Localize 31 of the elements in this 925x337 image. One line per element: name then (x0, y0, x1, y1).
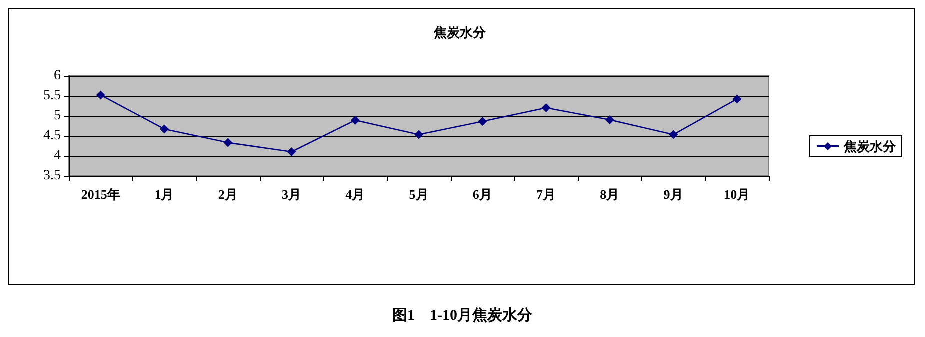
point (478, 117, 488, 126)
x-tick-label: 3月 (282, 187, 302, 202)
y-tick-label: 4.5 (44, 128, 61, 144)
x-tick-label: 8月 (600, 187, 620, 202)
y-tick-label: 3.5 (44, 168, 61, 184)
point (669, 130, 678, 140)
y-tick-label: 5 (54, 108, 61, 124)
x-tick-label: 7月 (536, 187, 556, 202)
y-tick-label: 5.5 (44, 88, 61, 104)
point (542, 104, 551, 112)
x-tick-label: 2015年 (81, 187, 120, 202)
x-tick-label: 2月 (218, 187, 238, 202)
x-tick-label: 1月 (154, 187, 174, 202)
legend-label: 焦炭水分 (843, 139, 897, 154)
chart-title: 焦炭水分 (433, 25, 487, 40)
x-tick-label: 10月 (724, 187, 750, 202)
y-tick-label: 4 (54, 148, 61, 164)
point (287, 148, 296, 156)
caption: 图1 1-10月焦炭水分 (392, 306, 534, 325)
x-tick-label: 4月 (346, 187, 366, 202)
point (96, 90, 106, 100)
point (160, 124, 169, 134)
point (350, 116, 360, 125)
x-tick-label: 5月 (409, 187, 429, 202)
x-tick-label: 9月 (664, 187, 684, 202)
x-tick-label: 6月 (472, 187, 492, 202)
point (414, 130, 424, 140)
point (732, 94, 742, 104)
point (605, 116, 614, 124)
y-tick-label: 6 (54, 68, 61, 84)
point (224, 138, 233, 148)
